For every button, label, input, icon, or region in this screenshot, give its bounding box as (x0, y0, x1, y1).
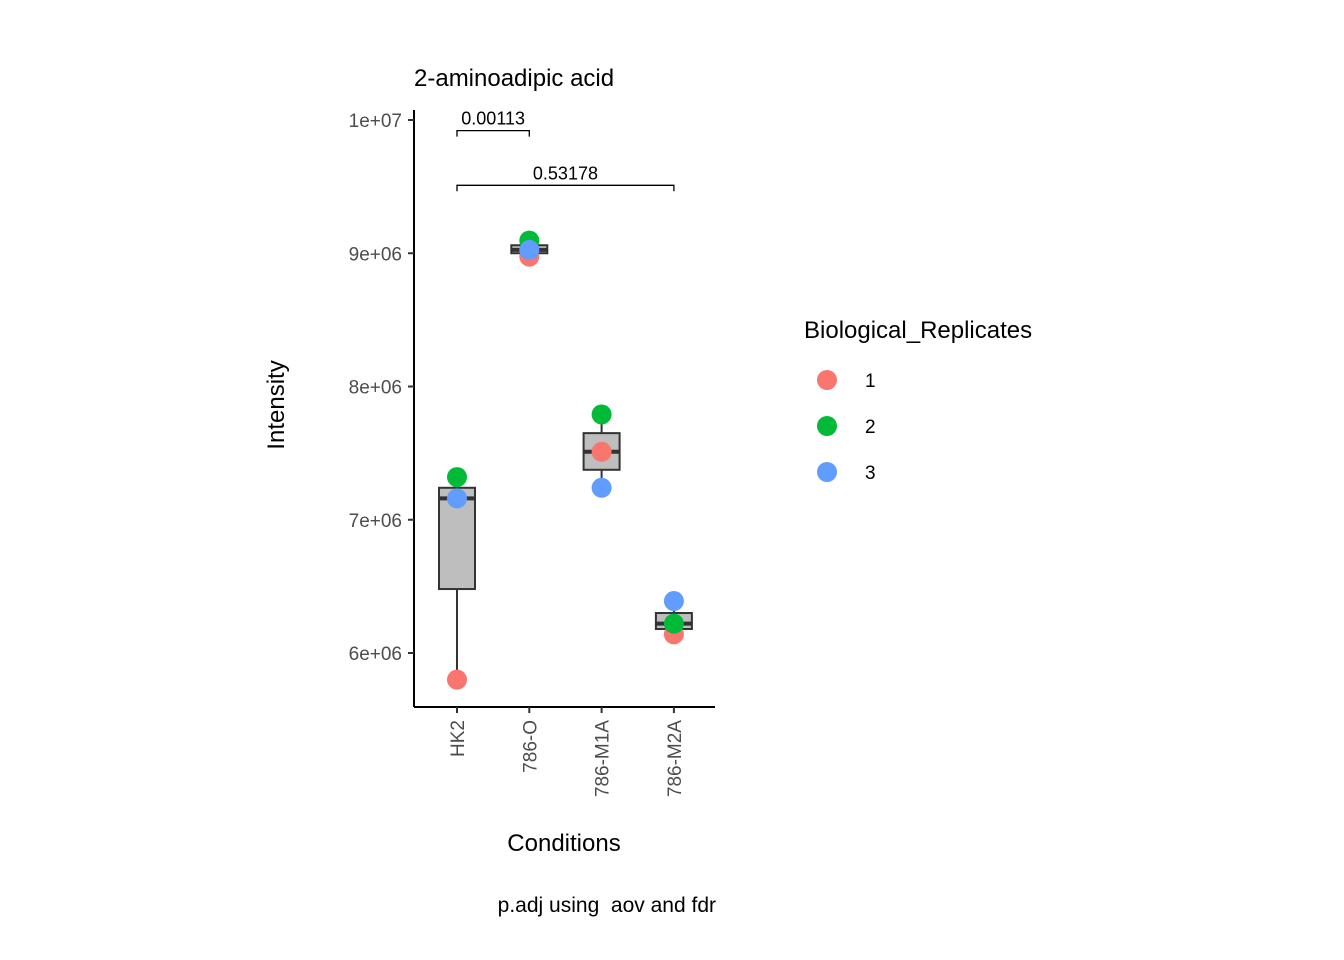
p-value-label: 0.00113 (461, 109, 525, 129)
legend-label: 3 (865, 463, 876, 484)
x-tick-label: HK2 (448, 720, 469, 757)
x-tick-label: 786-M2A (665, 720, 686, 797)
point-replicate-3 (663, 591, 684, 612)
chart-title: 2-aminoadipic acid (414, 65, 614, 92)
point-replicate-3 (591, 477, 612, 498)
point-replicate-1 (591, 441, 612, 462)
box-HK2 (438, 486, 476, 591)
legend-label: 1 (865, 371, 876, 392)
legend-title: Biological_Replicates (804, 317, 1032, 344)
point-replicate-3 (447, 488, 467, 509)
y-tick-label: 6e+06 (349, 644, 402, 665)
comparison-bracket (456, 130, 530, 137)
y-tick-label: 8e+06 (349, 378, 402, 399)
point-replicate-3 (519, 239, 540, 260)
legend-label: 2 (865, 417, 876, 438)
legend-key-1 (817, 370, 837, 390)
x-axis-label: Conditions (507, 830, 620, 857)
point-replicate-2 (591, 404, 612, 425)
plot-panel: 6e+06 7e+06 8e+06 9e+06 1e+07 HK2 786-O 786-M1A… (349, 109, 715, 797)
y-axis-label: Intensity (263, 360, 290, 449)
y-tick-label: 1e+07 (349, 111, 402, 132)
legend: Biological_Replicates 1 2 3 (804, 317, 1032, 484)
p-value-label: 0.53178 (533, 163, 598, 183)
comparison-bracket (456, 184, 675, 192)
caption: p.adj using aov and fdr (498, 894, 716, 917)
legend-key-2 (817, 416, 837, 436)
point-replicate-1 (447, 669, 467, 690)
point-replicate-2 (663, 613, 684, 634)
x-tick-label: 786-M1A (593, 720, 614, 797)
y-tick-label: 7e+06 (349, 511, 402, 532)
point-replicate-2 (447, 467, 467, 488)
y-tick-label: 9e+06 (349, 244, 402, 265)
legend-key-3 (817, 462, 837, 482)
x-tick-label: 786-O (520, 720, 541, 773)
